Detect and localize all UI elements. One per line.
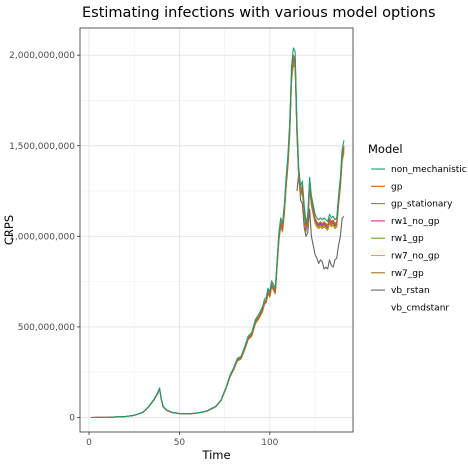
legend-label-rw7-no-gp: rw7_no_gp [391, 252, 440, 262]
legend-label-rw1-no-gp: rw1_no_gp [391, 217, 440, 227]
x-tick-label: 50 [174, 438, 186, 448]
y-tick-label: 2,000,000,000 [9, 51, 75, 61]
x-axis-ticks: 0 50 100 [86, 432, 279, 448]
legend-label-gp: gp [391, 182, 403, 192]
y-axis-title: CRPS [2, 215, 16, 245]
chart-title: Estimating infections with various model… [82, 5, 436, 21]
grid-major [80, 28, 353, 432]
legend-label-vb-rstan: vb_rstan [391, 286, 430, 296]
x-tick-label: 0 [86, 438, 92, 448]
y-axis-ticks: 0 500,000,000 1,000,000,000 1,500,000,000 2,… [9, 51, 80, 424]
plot-panel [80, 28, 353, 432]
series-line-vb-rstan [296, 172, 345, 270]
grid-minor [80, 28, 353, 432]
series-layer [90, 47, 345, 419]
y-tick-label: 1,500,000,000 [9, 142, 75, 152]
x-tick-label: 100 [261, 438, 278, 448]
legend-label-rw1-gp: rw1_gp [391, 234, 424, 244]
y-tick-label: 500,000,000 [18, 323, 76, 333]
plot-border [79, 27, 354, 433]
legend-label-non-mechanistic: non_mechanistic [391, 165, 467, 175]
series-line-non-mechanistic [90, 47, 345, 419]
legend-title: Model [368, 142, 403, 156]
y-tick-label: 1,000,000,000 [9, 232, 75, 242]
legend-label-gp-stationary: gp_stationary [391, 200, 453, 210]
x-axis-title: Time [201, 448, 230, 462]
legend-label-rw7-gp: rw7_gp [391, 269, 424, 279]
legend-label-vb-cmdstanr: vb_cmdstanr [391, 303, 449, 313]
y-tick-label: 0 [69, 414, 75, 424]
